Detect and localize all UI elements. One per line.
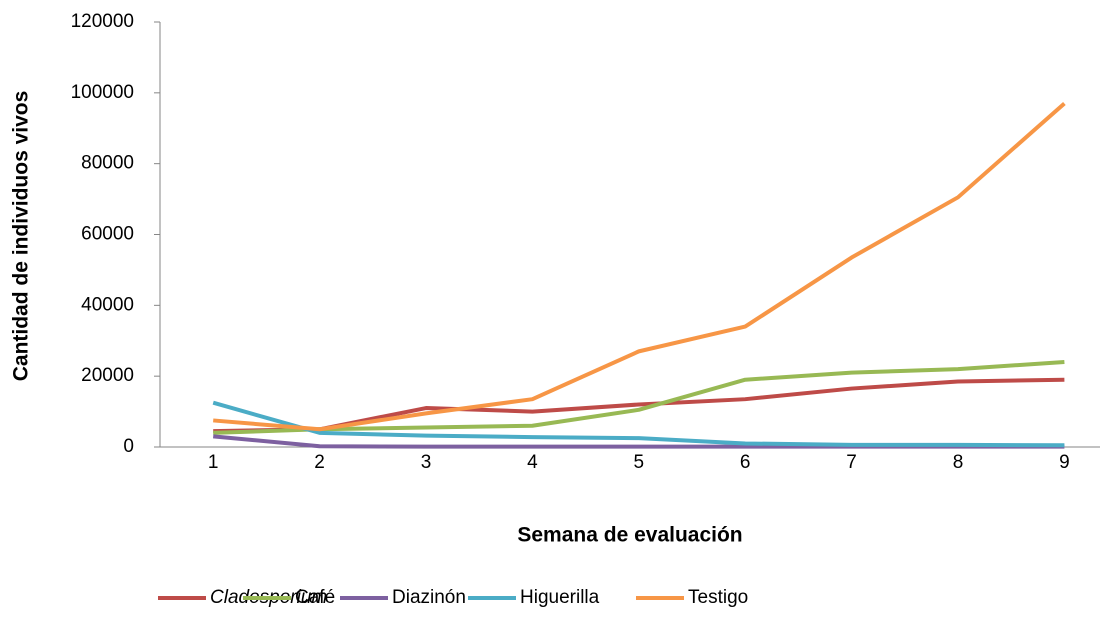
- x-tick-label: 7: [846, 452, 857, 473]
- legend-label: Higuerilla: [520, 587, 600, 608]
- series-line: [213, 101, 1066, 432]
- x-tick-label: 1: [208, 452, 219, 473]
- x-tick-label: 5: [634, 452, 645, 473]
- series-line: [213, 360, 1065, 435]
- y-tick-label: 100000: [71, 82, 134, 103]
- x-axis-title: Semana de evaluación: [517, 524, 742, 547]
- y-tick-label: 60000: [81, 224, 134, 245]
- legend-label: Diazinón: [392, 587, 466, 608]
- series-line: [213, 377, 1065, 434]
- legend-label: Café: [295, 587, 335, 608]
- y-tick-label: 20000: [81, 365, 134, 386]
- x-tick-label: 2: [314, 452, 325, 473]
- x-tick-label: 3: [421, 452, 432, 473]
- y-tick-label: 120000: [71, 11, 134, 32]
- y-tick-label: 0: [123, 436, 134, 457]
- y-axis-title: Cantidad de individuos vivos: [10, 91, 33, 382]
- x-tick-label: 8: [953, 452, 964, 473]
- series-line: [212, 400, 1065, 448]
- y-tick-label: 80000: [81, 153, 134, 174]
- y-tick-label: 40000: [81, 294, 134, 315]
- x-tick-label: 6: [740, 452, 751, 473]
- legend-label: Testigo: [688, 587, 748, 608]
- x-tick-label: 4: [527, 452, 538, 473]
- x-tick-label: 9: [1059, 452, 1070, 473]
